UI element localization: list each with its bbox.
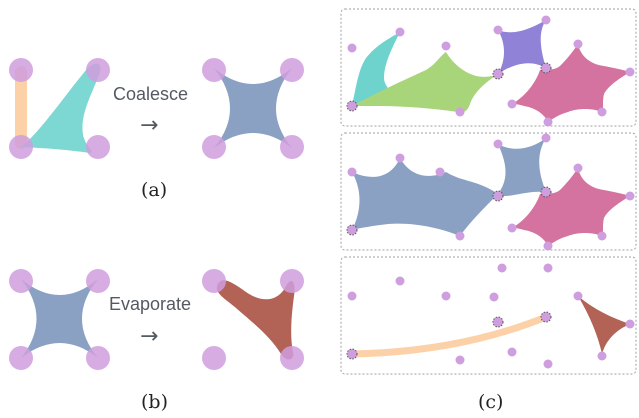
node [507, 347, 517, 357]
node [202, 269, 226, 293]
node [86, 269, 110, 293]
node [540, 311, 552, 323]
node [492, 190, 504, 202]
node [492, 68, 504, 80]
node [9, 135, 33, 159]
node [492, 316, 504, 328]
brown-hyperedge [578, 296, 630, 354]
node [543, 359, 553, 369]
caption-a: (a) [141, 179, 167, 201]
node [493, 25, 503, 35]
coalesce-after [202, 58, 304, 159]
node [280, 346, 304, 370]
node [573, 39, 583, 49]
node [541, 15, 551, 25]
blue-hyperedge [21, 279, 98, 358]
node [625, 319, 635, 329]
cyan-hyperedge [21, 63, 101, 154]
panel-middle-content [346, 133, 635, 251]
node [597, 231, 607, 241]
blue-hyperedge [352, 138, 546, 236]
evaporate-arrow: → [140, 324, 158, 349]
node [346, 224, 358, 236]
node [625, 191, 635, 201]
node [625, 67, 635, 77]
purple-hyperedge [498, 20, 546, 74]
coalesce-label: Coalesce [113, 84, 188, 104]
node [395, 27, 405, 37]
node [543, 241, 553, 251]
node [347, 291, 357, 301]
node [573, 163, 583, 173]
green-hyperedge [352, 52, 498, 113]
node [507, 99, 517, 109]
node [455, 231, 465, 241]
node [455, 355, 465, 365]
node [347, 43, 357, 53]
node [280, 135, 304, 159]
node [543, 117, 553, 127]
panel-bottom-content [346, 263, 635, 369]
node [395, 276, 405, 286]
node [346, 348, 358, 360]
node [543, 263, 553, 273]
panel-top-content [346, 15, 635, 127]
node [202, 135, 226, 159]
node [202, 58, 226, 82]
node [573, 291, 583, 301]
node [540, 62, 552, 74]
node [202, 346, 226, 370]
node [493, 139, 503, 149]
caption-b: (b) [141, 391, 168, 413]
evaporate-label: Evaporate [109, 294, 191, 314]
node [9, 58, 33, 82]
node [489, 292, 499, 302]
node [280, 58, 304, 82]
node [441, 291, 451, 301]
node [541, 133, 551, 143]
blue-hyperedge [214, 68, 292, 148]
node [435, 167, 445, 177]
node [9, 269, 33, 293]
orange-edge [348, 313, 550, 358]
brown-hyperedge [216, 280, 295, 360]
node [346, 100, 358, 112]
evaporate-before [9, 269, 110, 370]
node [395, 153, 405, 163]
evaporate-after [202, 269, 304, 370]
node [597, 107, 607, 117]
node [9, 346, 33, 370]
node [540, 186, 552, 198]
node [497, 263, 507, 273]
node [507, 223, 517, 233]
caption-c: (c) [478, 391, 503, 413]
pink-hyperedge [512, 44, 630, 122]
coalesce-before [9, 58, 110, 159]
node [441, 41, 451, 51]
node [280, 269, 304, 293]
cyan-hyperedge [352, 32, 400, 106]
node [86, 58, 110, 82]
node [347, 167, 357, 177]
node [455, 107, 465, 117]
node [86, 135, 110, 159]
pink-hyperedge [512, 168, 630, 246]
node [86, 346, 110, 370]
coalesce-arrow: → [140, 113, 158, 138]
node [597, 351, 607, 361]
